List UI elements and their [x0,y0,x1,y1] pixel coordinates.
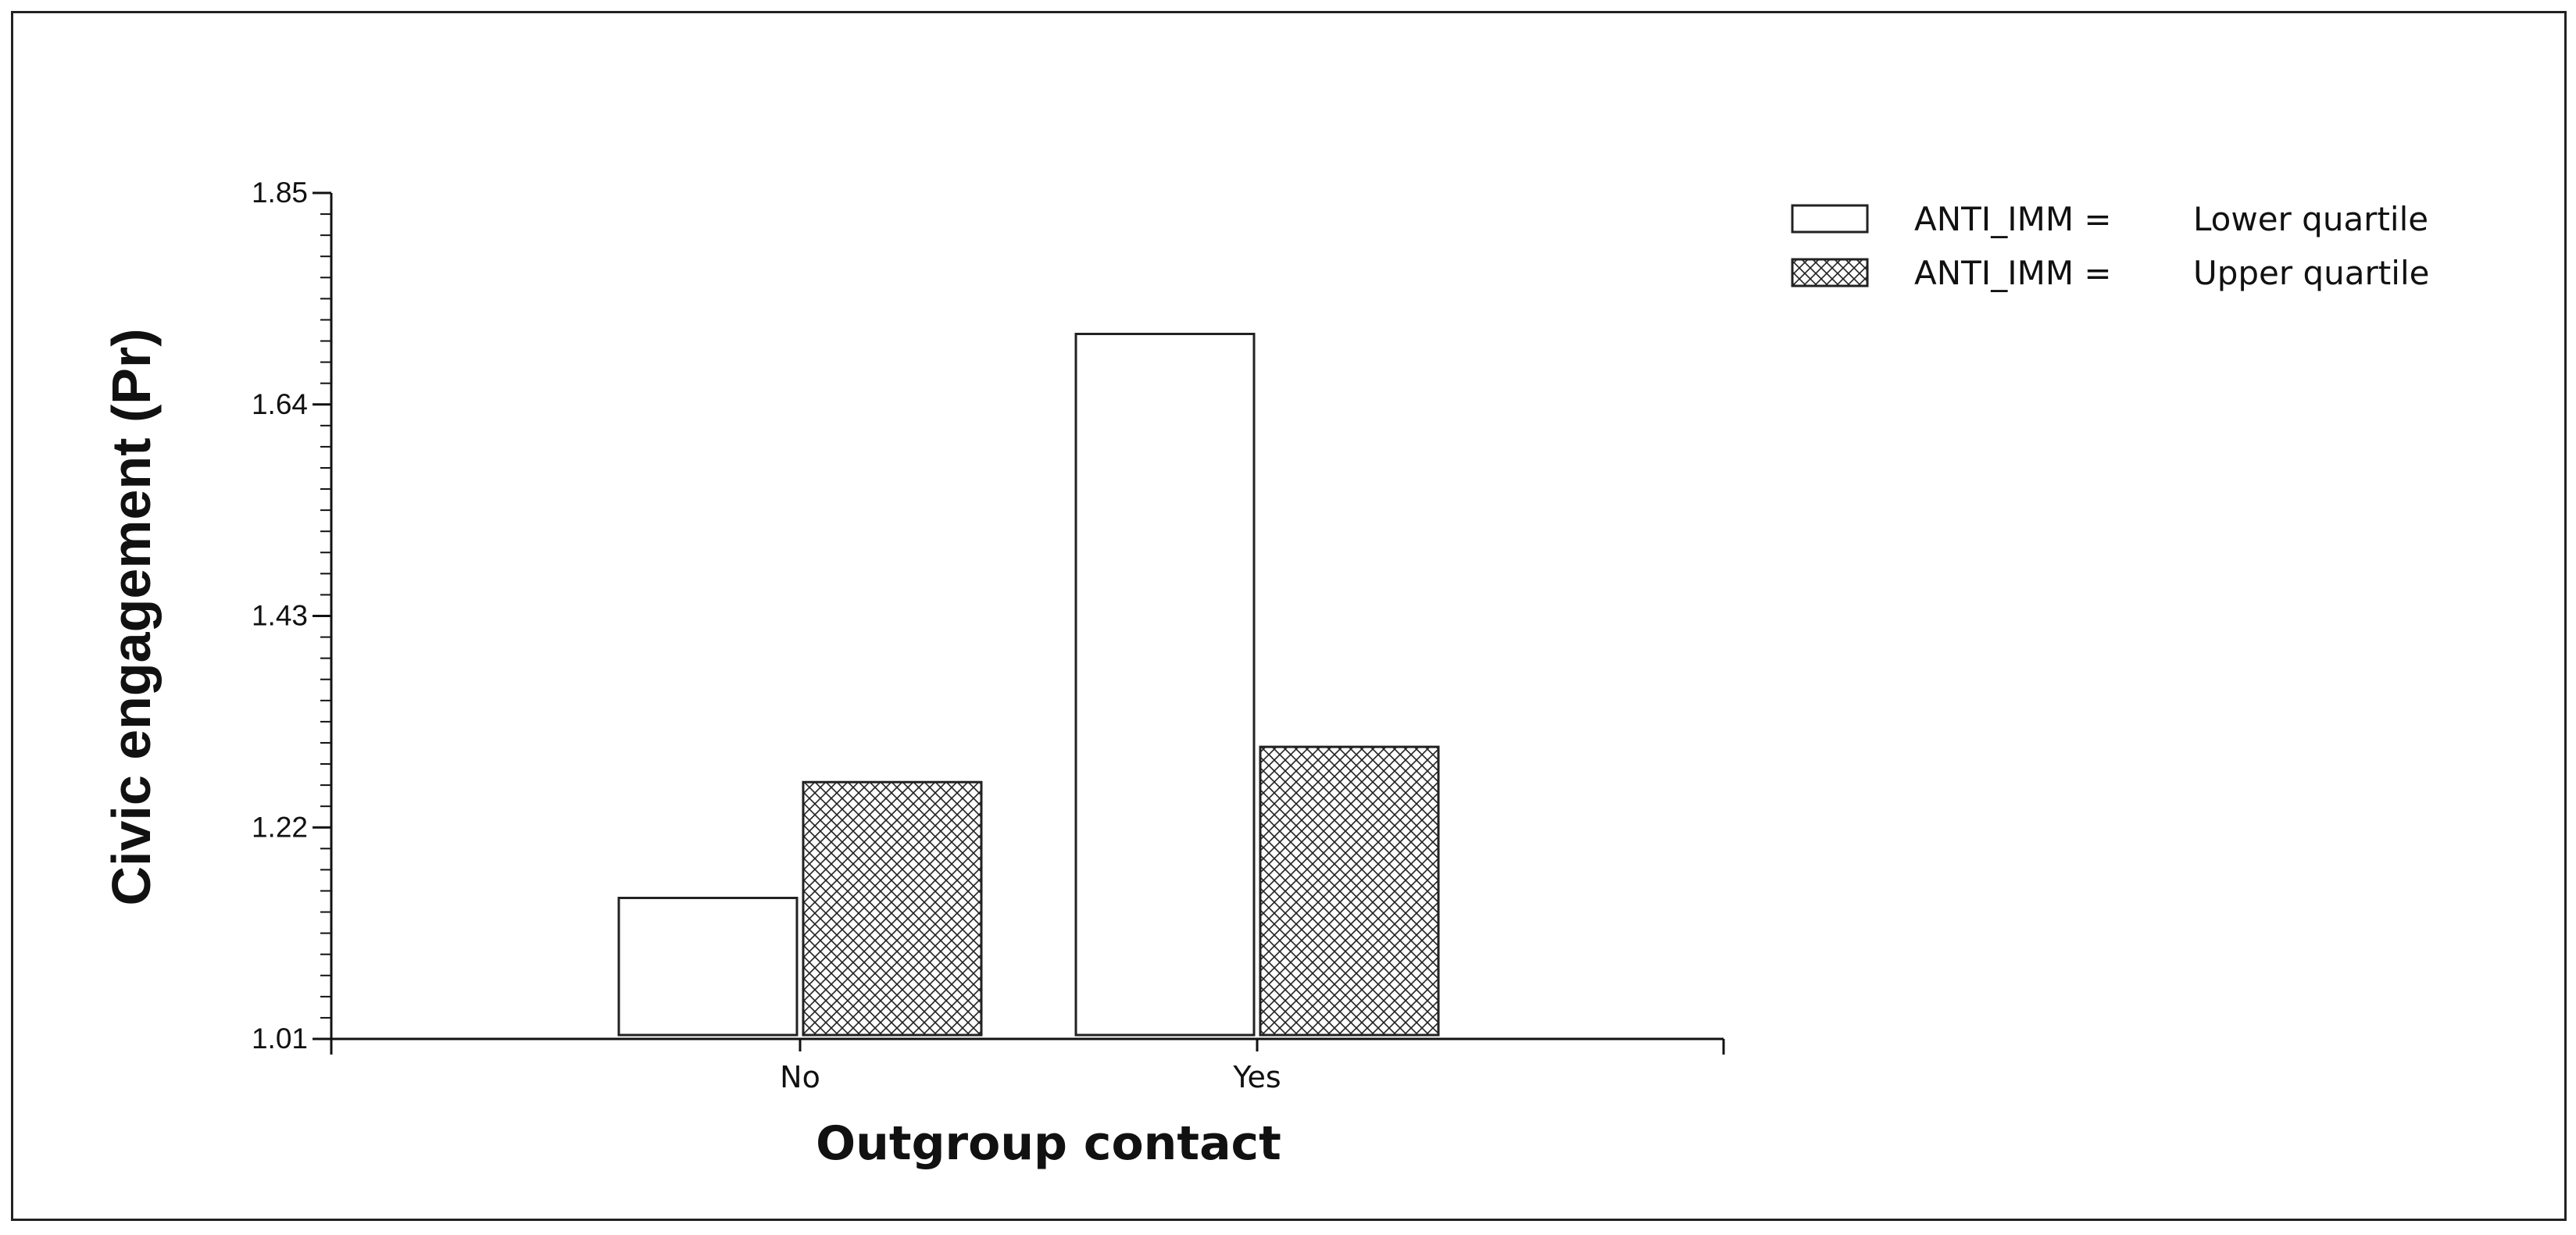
y-tick-label: 1.64 [252,388,308,420]
legend: ANTI_IMM = Lower quartile ANTI_IMM = Upper … [1791,200,2429,292]
bar-upper-quartile-no [802,780,983,1037]
x-axis-title: Outgroup contact [816,1116,1281,1171]
y-tick-label: 1.85 [252,177,308,209]
x-tick-label: Yes [1232,1060,1281,1094]
legend-level: Lower quartile [2193,200,2428,238]
x-axis: No Yes [330,1037,1725,1094]
legend-swatch [1791,258,1869,287]
y-axis: 1.01 1.22 1.43 1.64 1.85 [252,177,333,1055]
y-tick-label: 1.22 [252,811,308,843]
legend-variable: ANTI_IMM = [1914,254,2112,292]
bar-upper-quartile-yes [1259,745,1440,1037]
legend-variable: ANTI_IMM = [1914,200,2112,238]
bars [617,333,1440,1037]
legend-swatch [1791,204,1869,234]
bar-lower-quartile-no [617,897,799,1037]
bar-lower-quartile-yes [1074,333,1256,1037]
y-axis-title: Civic engagement (Pr) [101,328,162,905]
y-tick-label: 1.43 [252,600,308,632]
y-tick-label: 1.01 [252,1023,308,1055]
x-tick-label: No [780,1060,820,1094]
legend-level: Upper quartile [2193,254,2429,292]
